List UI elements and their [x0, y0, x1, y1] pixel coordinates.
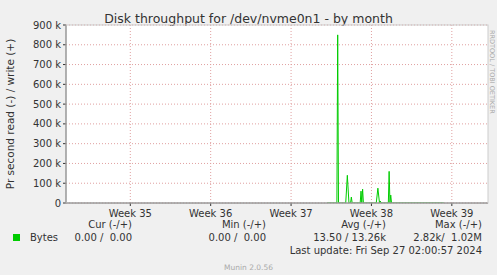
summary-value: 0.00 / 0.00 — [209, 232, 266, 243]
legend-label: Bytes — [30, 232, 58, 243]
tick-label: 900 k — [33, 20, 61, 31]
grid-line — [371, 25, 372, 203]
tick-label: 500 k — [33, 99, 61, 110]
tick-label: Week 38 — [350, 208, 393, 219]
grid-line — [210, 25, 211, 203]
grid-line — [66, 64, 488, 65]
grid-line — [66, 143, 488, 144]
title: Disk throughput for /dev/nvme0n1 - by mo… — [104, 11, 393, 26]
plot-area — [66, 25, 488, 203]
chart: Disk throughput for /dev/nvme0n1 - by mo… — [0, 0, 497, 275]
summary-header: Min (-/+) — [222, 219, 266, 230]
tick-label: 600 k — [33, 79, 61, 90]
watermark: RRDTOOL / TOBI OETIKER — [488, 30, 496, 114]
background — [0, 0, 497, 275]
summary-value: 2.82k/ 1.02M — [413, 232, 482, 243]
summary-header: Avg (-/+) — [341, 219, 386, 230]
tick-label: 200 k — [33, 158, 61, 169]
summary-header: Max (-/+) — [435, 219, 482, 230]
tick-label: 0 — [55, 198, 61, 209]
footer: Munin 2.0.56 — [224, 263, 273, 272]
data-line — [327, 35, 444, 203]
summary-header: Cur (-/+) — [88, 219, 132, 230]
tick-label: Week 36 — [189, 208, 232, 219]
summary-value: 13.50 / 13.26k — [313, 232, 386, 243]
series-group — [327, 35, 444, 203]
grid-line — [66, 163, 488, 164]
tick-label: 300 k — [33, 138, 61, 149]
grid-line — [66, 44, 488, 45]
legend-swatch — [13, 234, 20, 241]
tick-label: 700 k — [33, 59, 61, 70]
tick-label: Week 35 — [109, 208, 152, 219]
tick-label: 100 k — [33, 178, 61, 189]
tick-label: 400 k — [33, 118, 61, 129]
plot-frame — [66, 25, 488, 203]
grid-line — [130, 25, 131, 203]
tick-label: 800 k — [33, 39, 61, 50]
grid-line — [66, 104, 488, 105]
tick-label: Week 37 — [269, 208, 312, 219]
summary-value: 0.00 / 0.00 — [75, 232, 132, 243]
tick-label: Week 39 — [430, 208, 473, 219]
grid-line — [66, 84, 488, 85]
y-axis-label: Pr second read (-) / write (+) — [4, 39, 16, 190]
last-update: Last update: Fri Sep 27 02:00:57 2024 — [290, 245, 482, 256]
grid-line — [66, 123, 488, 124]
grid-line — [291, 25, 292, 203]
grid-line — [451, 25, 452, 203]
grid-line — [66, 183, 488, 184]
